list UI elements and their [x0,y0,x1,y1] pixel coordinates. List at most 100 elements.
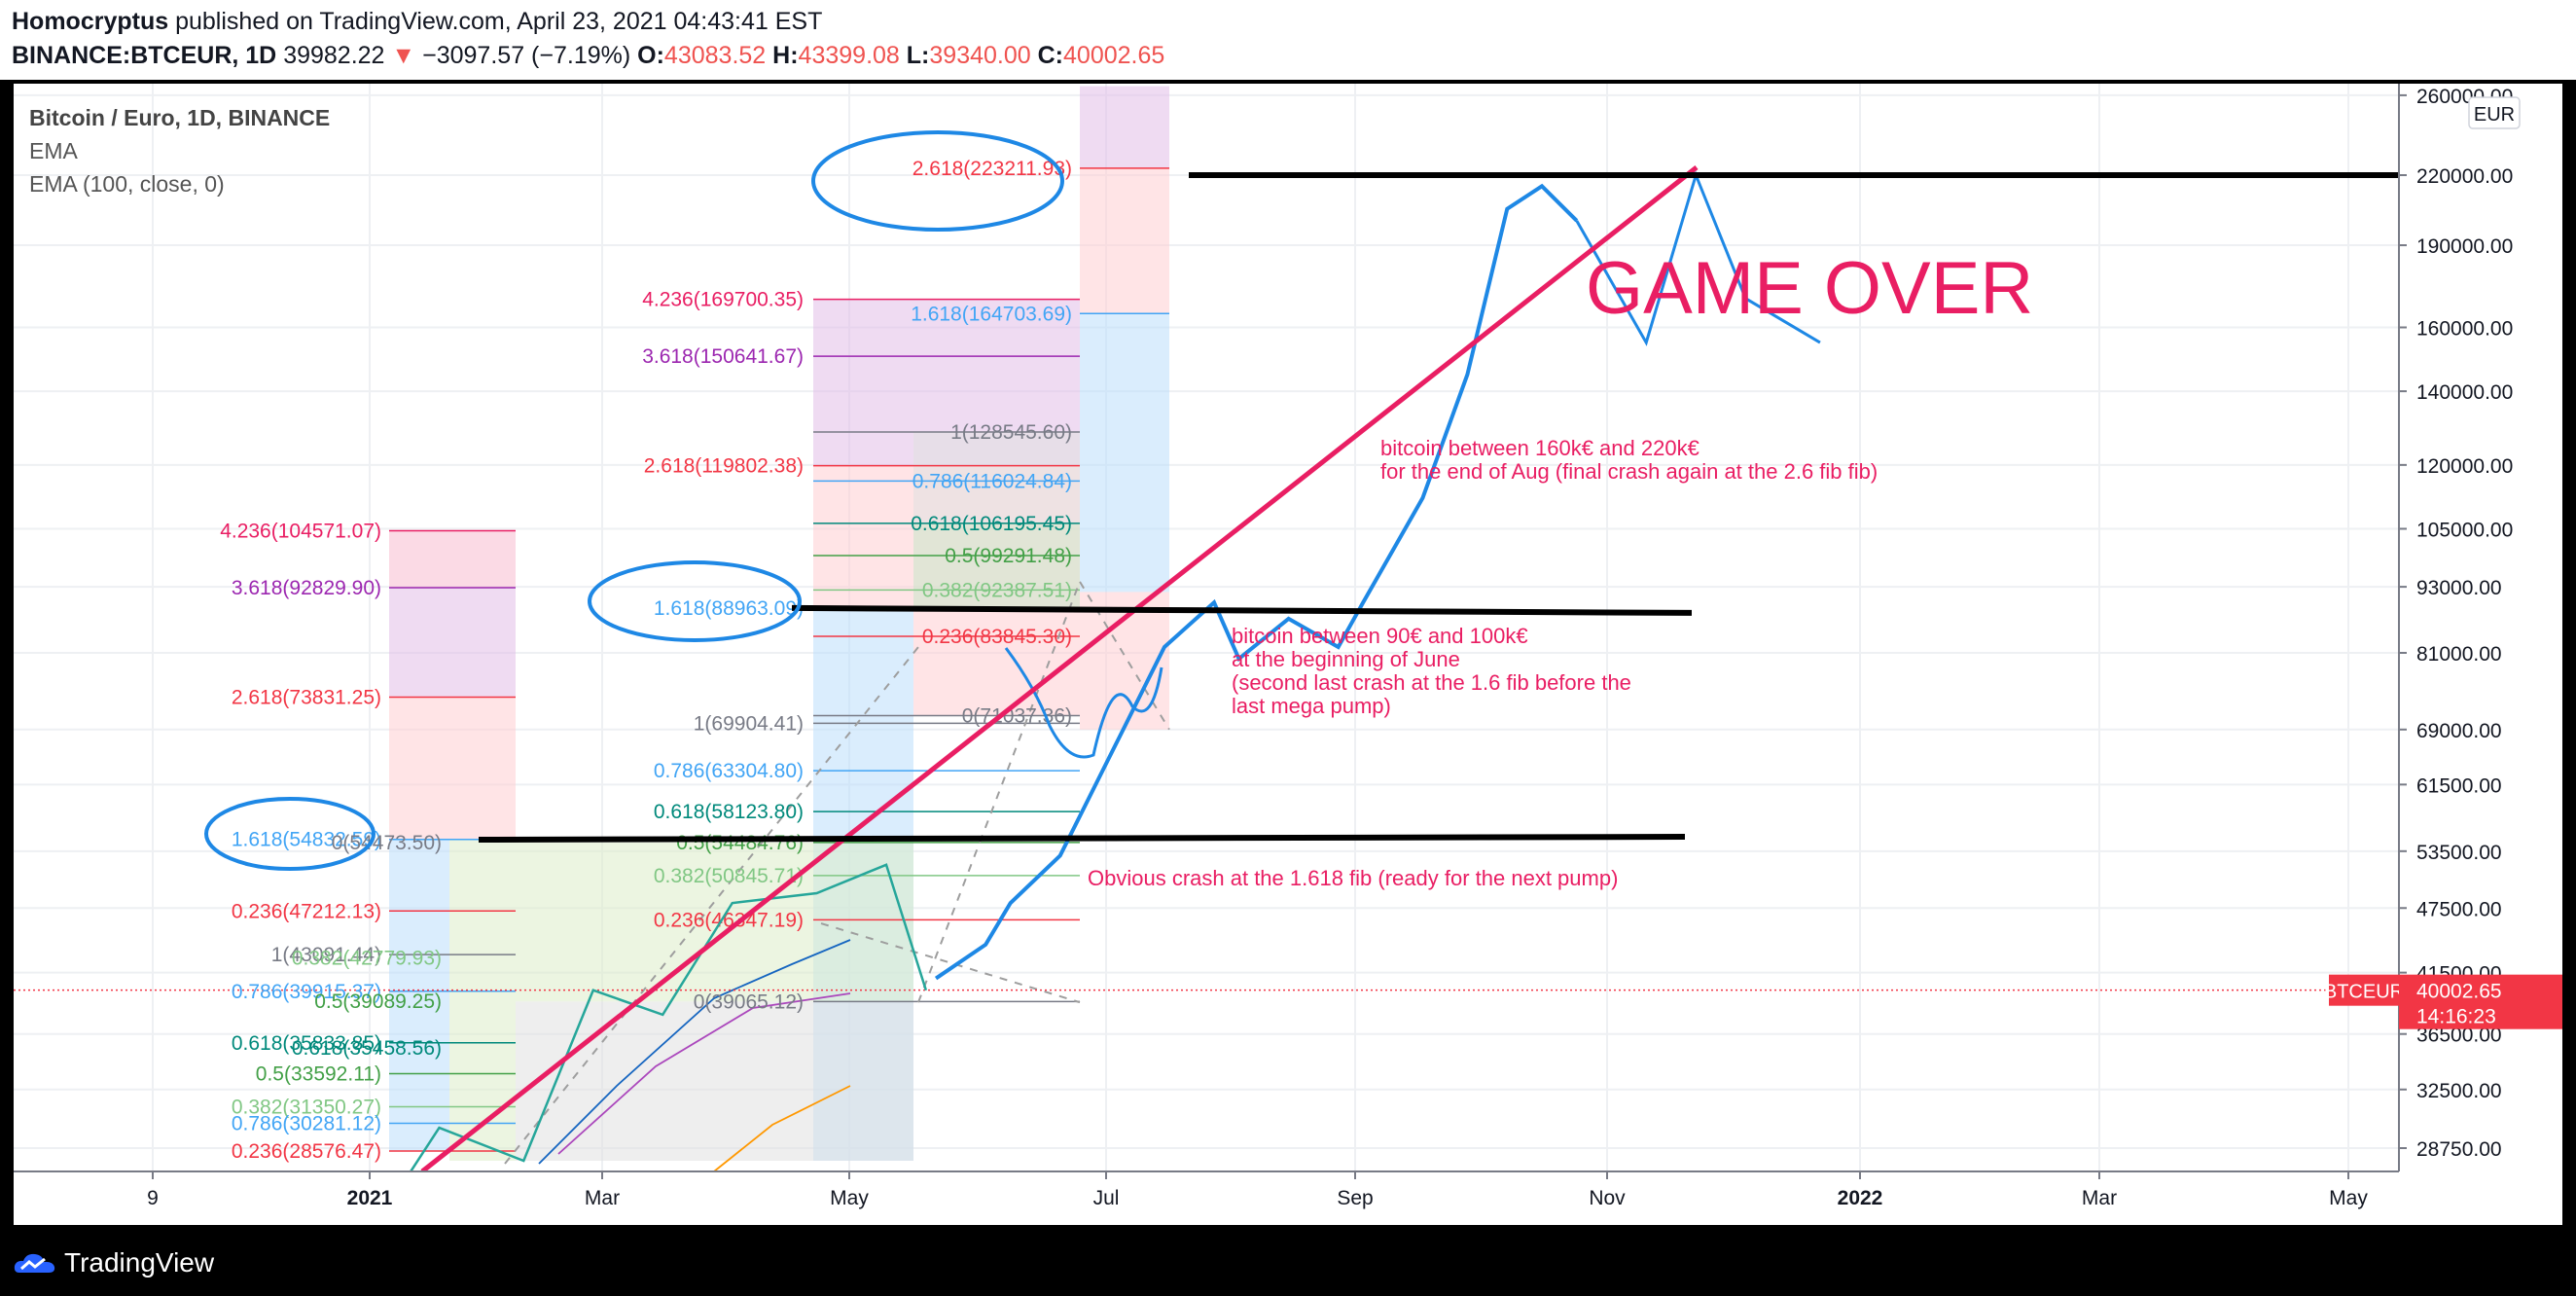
open-value: 43083.52 [663,42,767,69]
time-tick-label: 2022 [1838,1187,1883,1209]
fib-label: 0.618(35458.56) [292,1037,442,1060]
price-tick-label: 61500.00 [2416,774,2502,797]
fib-zone [913,522,1080,608]
fib-label: 0.236(46347.19) [654,909,804,931]
projection-line [1004,647,1163,759]
fib-label: 0.5(99291.48) [945,545,1072,567]
fib-label: 0.786(30281.12) [232,1113,381,1135]
fib-label: 1.618(164703.69) [911,303,1072,325]
currency-label: EUR [2474,104,2515,126]
fib-label: 3.618(92829.90) [232,577,381,599]
fib-label: 4.236(169700.35) [642,289,804,311]
price-tick-label: 190000.00 [2416,235,2513,258]
fib-zone [913,607,1080,716]
fib-label: 0.618(58123.80) [654,801,804,823]
chart-legend: Bitcoin / Euro, 1D, BINANCE EMA EMA (100… [29,101,330,200]
price-tick-label: 53500.00 [2416,842,2502,864]
fib-label: 3.618(150641.67) [642,345,804,368]
fib-label: 0.618(106195.45) [911,513,1072,535]
low-value: 39340.00 [929,42,1031,69]
fib-label: 0.236(28576.47) [232,1140,381,1163]
fib-label: 0.618(35833.85) [232,1032,381,1055]
price-tick-label: 69000.00 [2416,720,2502,742]
price-series-line [934,183,1579,981]
low-label: L: [906,42,930,69]
fib-label: 2.618(119802.38) [644,455,804,478]
bar-countdown: 14:16:23 [2416,1006,2496,1028]
fib-label: 1(69904.41) [694,712,804,735]
fib-label: 0(71037.36) [962,704,1072,727]
fib-dashed-line [504,646,919,1165]
chart-svg[interactable]: 4.236(104571.07) 3.618(92829.90) 2.618(738… [14,84,2562,1225]
author-name[interactable]: Homocryptus [12,8,169,35]
currency-badge [2468,96,2521,129]
fib-label: 0.382(50845.71) [654,865,804,887]
horizontal-level-line [791,604,1693,616]
price-change: −3097.57 (−7.19%) [422,42,631,69]
close-label: C: [1037,42,1064,69]
price-tick-label: 140000.00 [2416,381,2513,404]
legend-ema-100[interactable]: EMA (100, close, 0) [29,171,225,197]
fib-label: 0.5(54484.76) [676,832,804,854]
fib-label: 1(128545.60) [950,421,1072,444]
fib-zone [1080,167,1169,314]
fib-label: 0.382(42779.93) [292,948,442,970]
footer: TradingView [0,1228,2576,1296]
price-tick-label: 36500.00 [2416,1025,2502,1047]
price-tick-label: 120000.00 [2416,455,2513,478]
time-tick-label: Mar [585,1187,620,1209]
time-tick-label: Sep [1337,1187,1373,1209]
price-tick-label: 160000.00 [2416,317,2513,340]
price-tick-label: 105000.00 [2416,519,2513,541]
annotation-text: Obvious crash at the 1.618 fib (ready fo… [1088,866,1618,890]
annotation-text: for the end of Aug (final crash again at… [1380,459,1878,484]
chart-pane[interactable]: 4.236(104571.07) 3.618(92829.90) 2.618(738… [14,84,2562,1225]
fib-label: 1(43091.44) [271,944,381,966]
publish-info: Homocryptus published on TradingView.com… [12,8,822,36]
last-price: 39982.22 [283,42,385,69]
time-tick-label: May [830,1187,869,1209]
fib-label: 1.618(54832.59) [232,829,381,851]
price-tick-label: 32500.00 [2416,1080,2502,1102]
ema-100-line [713,1085,851,1172]
trendline [420,165,1699,1173]
fib-label: 4.236(104571.07) [220,520,381,542]
annotation-text: at the beginning of June [1232,647,1460,671]
current-price-label: 40002.65 [2416,981,2502,1003]
fib-label: 2.618(73831.25) [232,687,381,709]
chart-header: Homocryptus published on TradingView.com… [0,0,2576,80]
tradingview-logo[interactable]: TradingView [14,1247,214,1278]
high-label: H: [772,42,799,69]
legend-title[interactable]: Bitcoin / Euro, 1D, BINANCE [29,105,331,130]
symbol-tag-bg [2329,974,2399,1006]
fib-dashed-line [820,922,1081,1004]
annotation-text: bitcoin between 160k€ and 220k€ [1380,436,1699,460]
fib-zone [1080,313,1169,593]
time-tick-label: 2021 [347,1187,393,1209]
publish-date: published on TradingView.com, April 23, … [175,8,823,35]
time-tick-label: Mar [2082,1187,2117,1209]
fib-label: 0.382(31350.27) [232,1096,381,1118]
fib-zone [1080,86,1169,168]
fib-zone [516,1001,913,1161]
tradingview-cloud-icon [14,1253,55,1273]
fib-label: 0.382(92387.51) [922,579,1072,601]
down-arrow-icon: ▼ [391,42,416,69]
annotation-text: last mega pump) [1232,694,1391,718]
fib-zone [389,530,516,589]
fib-zone [389,588,516,698]
price-tick-label: 47500.00 [2416,898,2502,920]
fib-zone [913,432,1080,523]
ema-line [538,939,851,1165]
ema-line [557,992,851,1155]
symbol-tag: BTCEUR [2324,982,2404,1003]
fib-label: 0.236(47212.13) [232,900,381,922]
time-tick-label: 9 [147,1187,159,1209]
highlight-circle [588,560,802,642]
legend-ema[interactable]: EMA [29,138,78,163]
fib-label: 0.786(63304.80) [654,760,804,782]
price-tick-label: 220000.00 [2416,165,2513,188]
highlight-circle [811,130,1064,232]
price-scale-bg [2399,84,2562,1225]
fib-dashed-line [1079,581,1170,731]
